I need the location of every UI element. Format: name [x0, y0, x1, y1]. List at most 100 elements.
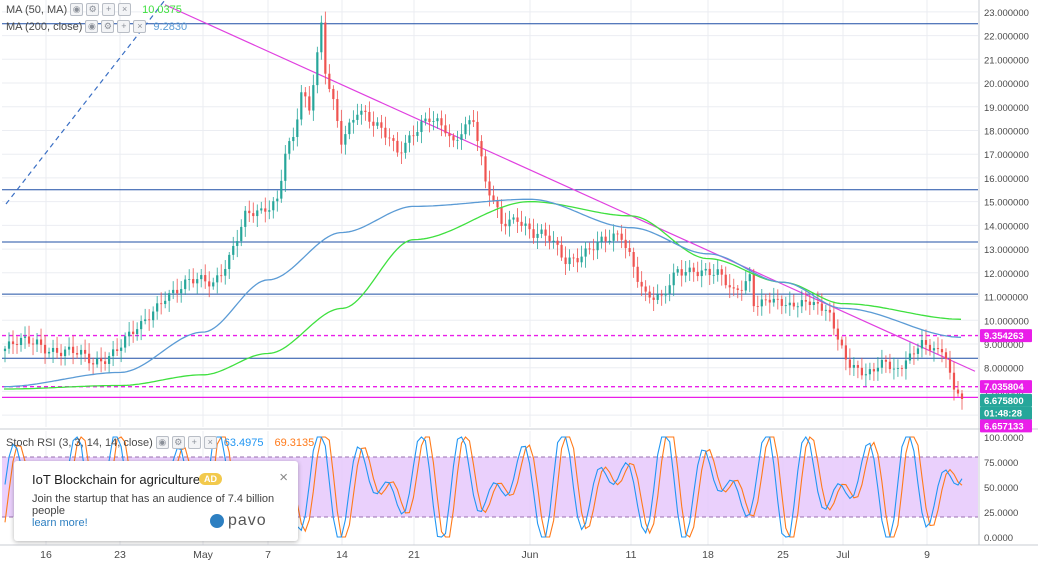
candle[interactable]: [324, 22, 327, 74]
candle[interactable]: [128, 331, 131, 337]
candle[interactable]: [632, 252, 635, 267]
settings-icon[interactable]: ⚙: [101, 20, 115, 33]
candle[interactable]: [152, 311, 155, 321]
candle[interactable]: [51, 347, 55, 352]
candle[interactable]: [668, 285, 671, 294]
candle[interactable]: [836, 328, 839, 340]
price-pane[interactable]: [2, 0, 978, 427]
candle[interactable]: [356, 114, 359, 120]
candle[interactable]: [316, 52, 319, 86]
candle[interactable]: [124, 336, 127, 348]
candle[interactable]: [79, 349, 83, 355]
candle[interactable]: [296, 119, 299, 137]
candle[interactable]: [712, 274, 715, 276]
candle[interactable]: [636, 266, 639, 282]
candle[interactable]: [948, 359, 952, 373]
candle[interactable]: [780, 299, 783, 306]
candle[interactable]: [584, 248, 587, 257]
candle[interactable]: [572, 257, 575, 259]
candle[interactable]: [936, 348, 940, 350]
candle[interactable]: [760, 299, 763, 307]
candle[interactable]: [764, 299, 767, 301]
candle[interactable]: [91, 363, 95, 365]
candle[interactable]: [868, 369, 872, 375]
candle[interactable]: [180, 289, 183, 294]
close-icon[interactable]: ×: [203, 436, 217, 449]
candle[interactable]: [47, 351, 51, 354]
candle[interactable]: [736, 288, 739, 290]
candle[interactable]: [488, 181, 491, 196]
candle[interactable]: [628, 248, 631, 253]
candle[interactable]: [860, 367, 863, 376]
candle[interactable]: [556, 240, 559, 245]
candle[interactable]: [748, 274, 751, 282]
candle[interactable]: [216, 275, 219, 283]
candle[interactable]: [232, 245, 235, 255]
candle[interactable]: [404, 142, 407, 153]
candle[interactable]: [160, 303, 163, 305]
candle[interactable]: [480, 141, 483, 157]
candle[interactable]: [540, 229, 543, 234]
candle[interactable]: [824, 309, 827, 311]
candle[interactable]: [792, 302, 795, 307]
settings-icon[interactable]: ⚙: [171, 436, 185, 449]
candle[interactable]: [388, 137, 391, 139]
candle[interactable]: [116, 349, 119, 351]
candle[interactable]: [452, 136, 455, 141]
candle[interactable]: [436, 118, 439, 122]
candle[interactable]: [620, 233, 623, 240]
candle[interactable]: [724, 274, 727, 286]
candle[interactable]: [55, 347, 59, 353]
candle[interactable]: [240, 226, 243, 242]
candle[interactable]: [444, 125, 447, 134]
candle[interactable]: [576, 258, 579, 263]
candle[interactable]: [960, 393, 964, 400]
candle[interactable]: [156, 303, 159, 312]
candle[interactable]: [208, 281, 211, 287]
candle[interactable]: [95, 358, 99, 365]
candle[interactable]: [840, 339, 843, 346]
candle[interactable]: [448, 133, 451, 137]
candle[interactable]: [684, 272, 687, 276]
candle[interactable]: [212, 282, 215, 287]
candle[interactable]: [784, 305, 787, 307]
candle[interactable]: [372, 121, 375, 126]
candle[interactable]: [412, 135, 415, 137]
candle[interactable]: [796, 306, 799, 308]
candle[interactable]: [43, 344, 47, 354]
candle[interactable]: [568, 257, 571, 265]
candle[interactable]: [648, 291, 651, 298]
close-icon[interactable]: ×: [133, 20, 147, 33]
candle[interactable]: [524, 223, 527, 226]
candle[interactable]: [280, 180, 283, 199]
candle[interactable]: [384, 127, 387, 138]
candle[interactable]: [336, 99, 339, 122]
ad-popup[interactable]: IoT Blockchain for agriculture AD × Join…: [14, 461, 298, 541]
candle[interactable]: [256, 210, 259, 217]
candle[interactable]: [952, 372, 956, 390]
candle[interactable]: [708, 268, 711, 276]
candle[interactable]: [468, 120, 471, 125]
candle[interactable]: [87, 353, 91, 364]
candle[interactable]: [756, 306, 759, 307]
candle[interactable]: [364, 110, 367, 112]
candle[interactable]: [604, 236, 607, 242]
candle[interactable]: [83, 349, 87, 354]
candle[interactable]: [176, 289, 179, 294]
eye-icon[interactable]: ◉: [70, 3, 84, 16]
candle[interactable]: [528, 223, 531, 230]
candle[interactable]: [432, 121, 435, 122]
candle[interactable]: [272, 201, 275, 211]
candle[interactable]: [244, 210, 247, 227]
candle[interactable]: [856, 365, 859, 368]
candle[interactable]: [924, 340, 928, 345]
candle[interactable]: [67, 346, 71, 350]
candle[interactable]: [460, 134, 463, 140]
candle[interactable]: [904, 360, 908, 369]
candle[interactable]: [820, 303, 823, 311]
candle[interactable]: [672, 272, 675, 286]
candle[interactable]: [740, 289, 743, 291]
candle[interactable]: [520, 221, 523, 226]
candle[interactable]: [564, 257, 567, 265]
candle[interactable]: [424, 118, 427, 122]
